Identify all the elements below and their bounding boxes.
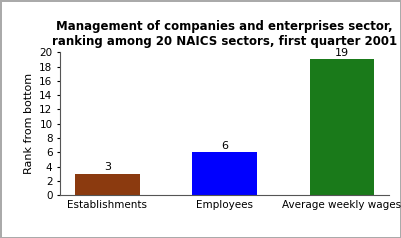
Bar <box>192 152 257 195</box>
Text: 19: 19 <box>335 48 349 58</box>
Bar <box>75 174 140 195</box>
Y-axis label: Rank from bottom: Rank from bottom <box>24 73 34 174</box>
Title: Management of companies and enterprises sector,
ranking among 20 NAICS sectors, : Management of companies and enterprises … <box>52 20 397 48</box>
Text: 3: 3 <box>104 162 111 172</box>
Bar <box>310 60 374 195</box>
Text: 6: 6 <box>221 140 228 151</box>
